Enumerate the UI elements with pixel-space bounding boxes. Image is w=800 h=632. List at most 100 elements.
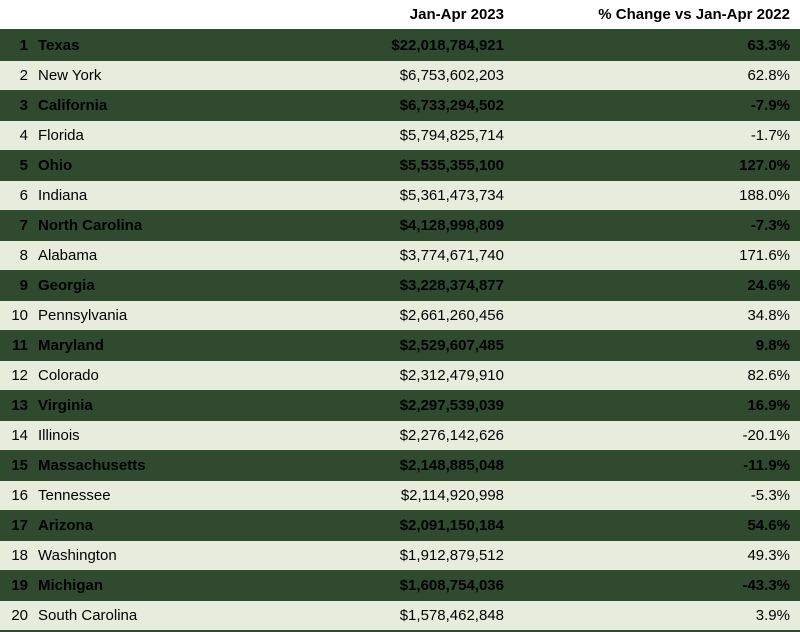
cell-change: 3.9% bbox=[514, 601, 800, 632]
header-rank bbox=[0, 0, 34, 30]
cell-value: $2,276,142,626 bbox=[254, 421, 514, 451]
header-state bbox=[34, 0, 254, 30]
cell-value: $1,912,879,512 bbox=[254, 541, 514, 571]
cell-rank: 4 bbox=[0, 121, 34, 151]
cell-state: Texas bbox=[34, 30, 254, 61]
cell-state: Georgia bbox=[34, 271, 254, 301]
table-row: 15Massachusetts$2,148,885,048-11.9% bbox=[0, 451, 800, 481]
cell-rank: 20 bbox=[0, 601, 34, 632]
table-row: 1Texas$22,018,784,92163.3% bbox=[0, 30, 800, 61]
cell-rank: 17 bbox=[0, 511, 34, 541]
state-data-table: Jan-Apr 2023 % Change vs Jan-Apr 2022 1T… bbox=[0, 0, 800, 632]
cell-change: -7.9% bbox=[514, 91, 800, 121]
table-row: 17Arizona$2,091,150,18454.6% bbox=[0, 511, 800, 541]
cell-value: $2,297,539,039 bbox=[254, 391, 514, 421]
table-row: 19Michigan$1,608,754,036-43.3% bbox=[0, 571, 800, 601]
cell-state: Michigan bbox=[34, 571, 254, 601]
cell-change: -7.3% bbox=[514, 211, 800, 241]
cell-change: 188.0% bbox=[514, 181, 800, 211]
cell-change: -11.9% bbox=[514, 451, 800, 481]
table-row: 6Indiana$5,361,473,734188.0% bbox=[0, 181, 800, 211]
table-row: 16Tennessee$2,114,920,998-5.3% bbox=[0, 481, 800, 511]
cell-value: $2,312,479,910 bbox=[254, 361, 514, 391]
cell-change: 16.9% bbox=[514, 391, 800, 421]
cell-state: Illinois bbox=[34, 421, 254, 451]
cell-value: $1,578,462,848 bbox=[254, 601, 514, 632]
table-row: 12Colorado$2,312,479,91082.6% bbox=[0, 361, 800, 391]
table-header-row: Jan-Apr 2023 % Change vs Jan-Apr 2022 bbox=[0, 0, 800, 30]
table-row: 4Florida$5,794,825,714-1.7% bbox=[0, 121, 800, 151]
cell-value: $6,753,602,203 bbox=[254, 61, 514, 91]
cell-value: $2,114,920,998 bbox=[254, 481, 514, 511]
table-row: 5Ohio$5,535,355,100127.0% bbox=[0, 151, 800, 181]
cell-value: $2,661,260,456 bbox=[254, 301, 514, 331]
cell-rank: 13 bbox=[0, 391, 34, 421]
cell-change: -5.3% bbox=[514, 481, 800, 511]
cell-rank: 10 bbox=[0, 301, 34, 331]
cell-state: California bbox=[34, 91, 254, 121]
cell-state: Virginia bbox=[34, 391, 254, 421]
table-row: 11Maryland$2,529,607,4859.8% bbox=[0, 331, 800, 361]
cell-value: $22,018,784,921 bbox=[254, 30, 514, 61]
table-row: 13Virginia$2,297,539,03916.9% bbox=[0, 391, 800, 421]
cell-rank: 9 bbox=[0, 271, 34, 301]
cell-change: 9.8% bbox=[514, 331, 800, 361]
cell-state: Pennsylvania bbox=[34, 301, 254, 331]
cell-value: $5,361,473,734 bbox=[254, 181, 514, 211]
cell-state: Ohio bbox=[34, 151, 254, 181]
cell-rank: 7 bbox=[0, 211, 34, 241]
cell-change: 171.6% bbox=[514, 241, 800, 271]
cell-value: $2,529,607,485 bbox=[254, 331, 514, 361]
cell-change: 63.3% bbox=[514, 30, 800, 61]
cell-state: Colorado bbox=[34, 361, 254, 391]
cell-state: Alabama bbox=[34, 241, 254, 271]
cell-value: $2,091,150,184 bbox=[254, 511, 514, 541]
cell-value: $4,128,998,809 bbox=[254, 211, 514, 241]
cell-rank: 3 bbox=[0, 91, 34, 121]
cell-state: Tennessee bbox=[34, 481, 254, 511]
cell-change: -43.3% bbox=[514, 571, 800, 601]
table-row: 9Georgia$3,228,374,87724.6% bbox=[0, 271, 800, 301]
cell-change: 24.6% bbox=[514, 271, 800, 301]
cell-rank: 12 bbox=[0, 361, 34, 391]
cell-state: Massachusetts bbox=[34, 451, 254, 481]
cell-rank: 14 bbox=[0, 421, 34, 451]
table-row: 18Washington$1,912,879,51249.3% bbox=[0, 541, 800, 571]
cell-state: Maryland bbox=[34, 331, 254, 361]
cell-change: 49.3% bbox=[514, 541, 800, 571]
cell-state: Indiana bbox=[34, 181, 254, 211]
cell-change: 54.6% bbox=[514, 511, 800, 541]
cell-rank: 6 bbox=[0, 181, 34, 211]
cell-rank: 15 bbox=[0, 451, 34, 481]
cell-value: $5,535,355,100 bbox=[254, 151, 514, 181]
cell-state: Washington bbox=[34, 541, 254, 571]
cell-rank: 18 bbox=[0, 541, 34, 571]
table-row: 14Illinois$2,276,142,626-20.1% bbox=[0, 421, 800, 451]
cell-rank: 5 bbox=[0, 151, 34, 181]
cell-rank: 19 bbox=[0, 571, 34, 601]
header-change: % Change vs Jan-Apr 2022 bbox=[514, 0, 800, 30]
cell-state: Florida bbox=[34, 121, 254, 151]
cell-rank: 16 bbox=[0, 481, 34, 511]
cell-value: $6,733,294,502 bbox=[254, 91, 514, 121]
cell-change: 34.8% bbox=[514, 301, 800, 331]
table-row: 20South Carolina$1,578,462,8483.9% bbox=[0, 601, 800, 632]
table-row: 3California$6,733,294,502-7.9% bbox=[0, 91, 800, 121]
cell-rank: 2 bbox=[0, 61, 34, 91]
cell-state: South Carolina bbox=[34, 601, 254, 632]
cell-value: $3,228,374,877 bbox=[254, 271, 514, 301]
table-row: 2New York$6,753,602,20362.8% bbox=[0, 61, 800, 91]
cell-change: 62.8% bbox=[514, 61, 800, 91]
cell-change: 82.6% bbox=[514, 361, 800, 391]
cell-change: -1.7% bbox=[514, 121, 800, 151]
cell-rank: 11 bbox=[0, 331, 34, 361]
cell-state: New York bbox=[34, 61, 254, 91]
table-row: 8Alabama$3,774,671,740171.6% bbox=[0, 241, 800, 271]
cell-value: $2,148,885,048 bbox=[254, 451, 514, 481]
cell-value: $3,774,671,740 bbox=[254, 241, 514, 271]
cell-value: $5,794,825,714 bbox=[254, 121, 514, 151]
table-row: 10Pennsylvania$2,661,260,45634.8% bbox=[0, 301, 800, 331]
cell-state: North Carolina bbox=[34, 211, 254, 241]
table-row: 7North Carolina$4,128,998,809-7.3% bbox=[0, 211, 800, 241]
cell-state: Arizona bbox=[34, 511, 254, 541]
